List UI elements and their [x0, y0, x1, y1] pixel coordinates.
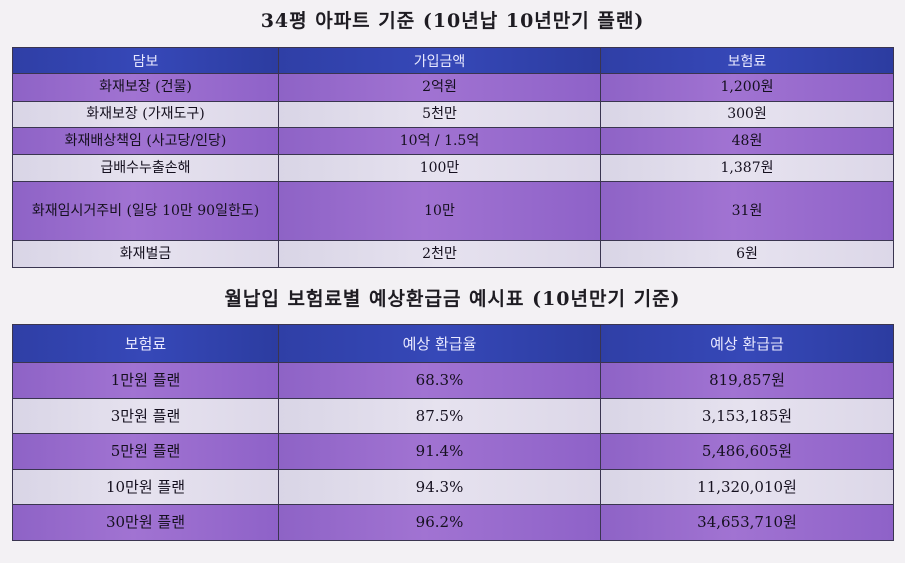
coverage-premium: 48원: [600, 127, 894, 155]
header-premium: 보험료: [600, 47, 894, 74]
table-header-row: 보험료 예상 환급율 예상 환급금: [12, 324, 894, 363]
coverage-item: 화재보장 (가재도구): [12, 101, 279, 128]
refund-amount: 34,653,710원: [600, 504, 894, 541]
header-refund-rate: 예상 환급율: [278, 324, 601, 363]
table1-title: 34평 아파트 기준 (10년납 10년만기 플랜): [260, 10, 645, 32]
table-row: 화재벌금 2천만 6원: [12, 240, 894, 268]
coverage-premium: 6원: [600, 240, 894, 268]
header-amount: 가입금액: [278, 47, 601, 74]
refund-rate: 87.5%: [278, 398, 601, 434]
coverage-amount: 2천만: [278, 240, 601, 268]
coverage-item: 화재보장 (건물): [12, 73, 279, 102]
table-row: 급배수누출손해 100만 1,387원: [12, 154, 894, 182]
plan-name: 5만원 플랜: [12, 433, 279, 470]
coverage-premium: 31원: [600, 181, 894, 241]
refund-rate: 96.2%: [278, 504, 601, 541]
plan-name: 1만원 플랜: [12, 362, 279, 399]
table2-title: 월납입 보험료별 예상환급금 예시표 (10년만기 기준): [224, 288, 681, 310]
refund-amount: 5,486,605원: [600, 433, 894, 470]
coverage-premium: 1,200원: [600, 73, 894, 102]
refund-amount: 3,153,185원: [600, 398, 894, 434]
refund-amount: 11,320,010원: [600, 469, 894, 505]
refund-rate: 94.3%: [278, 469, 601, 505]
coverage-amount: 10만: [278, 181, 601, 241]
table-row: 10만원 플랜 94.3% 11,320,010원: [12, 469, 894, 505]
coverage-item: 화재배상책임 (사고당/인당): [12, 127, 279, 155]
refund-rate: 68.3%: [278, 362, 601, 399]
coverage-table: 담보 가입금액 보험료 화재보장 (건물) 2억원 1,200원 화재보장 (가…: [12, 47, 894, 268]
table-header-row: 담보 가입금액 보험료: [12, 47, 894, 74]
table-row: 화재배상책임 (사고당/인당) 10억 / 1.5억 48원: [12, 127, 894, 155]
refund-table: 보험료 예상 환급율 예상 환급금 1만원 플랜 68.3% 819,857원 …: [12, 324, 894, 541]
table-row: 화재보장 (건물) 2억원 1,200원: [12, 73, 894, 102]
coverage-amount: 100만: [278, 154, 601, 182]
coverage-amount: 2억원: [278, 73, 601, 102]
coverage-item: 급배수누출손해: [12, 154, 279, 182]
coverage-item: 화재임시거주비 (일당 10만 90일한도): [12, 181, 279, 241]
table-row: 30만원 플랜 96.2% 34,653,710원: [12, 504, 894, 541]
header-premium-plan: 보험료: [12, 324, 279, 363]
table-row: 화재보장 (가재도구) 5천만 300원: [12, 101, 894, 128]
table-row: 5만원 플랜 91.4% 5,486,605원: [12, 433, 894, 470]
refund-rate: 91.4%: [278, 433, 601, 470]
table-row: 화재임시거주비 (일당 10만 90일한도) 10만 31원: [12, 181, 894, 241]
coverage-premium: 300원: [600, 101, 894, 128]
table-row: 1만원 플랜 68.3% 819,857원: [12, 362, 894, 399]
coverage-premium: 1,387원: [600, 154, 894, 182]
plan-name: 30만원 플랜: [12, 504, 279, 541]
plan-name: 10만원 플랜: [12, 469, 279, 505]
refund-amount: 819,857원: [600, 362, 894, 399]
header-refund-amount: 예상 환급금: [600, 324, 894, 363]
coverage-amount: 10억 / 1.5억: [278, 127, 601, 155]
coverage-item: 화재벌금: [12, 240, 279, 268]
plan-name: 3만원 플랜: [12, 398, 279, 434]
coverage-amount: 5천만: [278, 101, 601, 128]
header-coverage: 담보: [12, 47, 279, 74]
table-row: 3만원 플랜 87.5% 3,153,185원: [12, 398, 894, 434]
